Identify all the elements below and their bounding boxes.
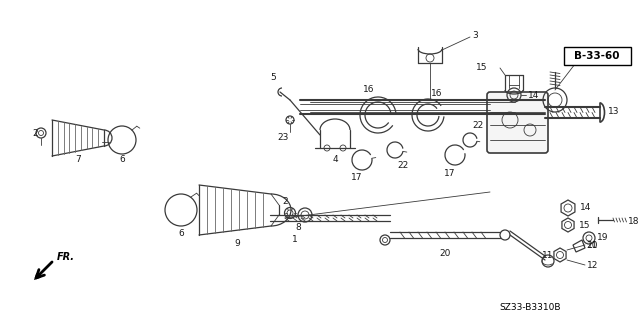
Text: 13: 13	[608, 108, 620, 116]
Text: 5: 5	[270, 73, 276, 83]
Text: 14: 14	[528, 91, 540, 100]
Text: 19: 19	[597, 234, 609, 242]
Text: 1: 1	[292, 235, 298, 244]
Text: 17: 17	[351, 174, 363, 182]
Text: 14: 14	[580, 204, 591, 212]
FancyArrowPatch shape	[34, 262, 52, 280]
Text: 16: 16	[363, 85, 374, 94]
Text: 21: 21	[586, 241, 597, 249]
Text: 7: 7	[75, 155, 81, 165]
Text: 8: 8	[295, 222, 301, 232]
Text: 2: 2	[32, 129, 38, 137]
Text: FR.: FR.	[57, 252, 75, 262]
Text: 22: 22	[472, 122, 483, 130]
Text: 10: 10	[587, 241, 598, 249]
Text: 2: 2	[282, 197, 287, 205]
Text: 17: 17	[444, 168, 456, 177]
Text: 23: 23	[277, 133, 289, 143]
Text: 16: 16	[431, 88, 442, 98]
Text: 22: 22	[397, 161, 408, 170]
Text: 20: 20	[439, 249, 451, 257]
Text: SZ33-B3310B: SZ33-B3310B	[499, 303, 561, 313]
FancyBboxPatch shape	[564, 47, 631, 65]
Text: 4: 4	[332, 155, 338, 165]
Text: 12: 12	[587, 261, 598, 270]
Text: 3: 3	[472, 31, 477, 40]
Text: 15: 15	[476, 63, 488, 71]
Text: 18: 18	[628, 218, 639, 226]
FancyBboxPatch shape	[487, 92, 548, 153]
Text: 11: 11	[542, 250, 554, 259]
Text: B-33-60: B-33-60	[574, 51, 620, 61]
Text: 15: 15	[579, 220, 591, 229]
Text: 6: 6	[119, 155, 125, 165]
Text: 9: 9	[234, 239, 240, 248]
Text: 6: 6	[178, 228, 184, 238]
